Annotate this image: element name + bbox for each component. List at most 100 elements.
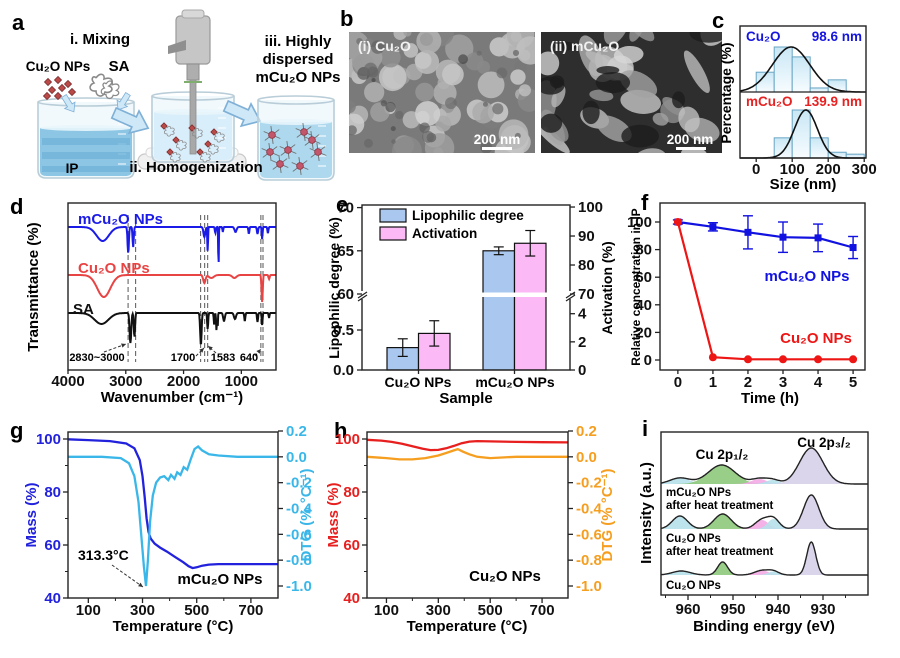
- c-mean1-value: 98.6 nm: [812, 29, 862, 44]
- annotation-arrow: [103, 343, 127, 353]
- sem-grain: [370, 102, 390, 122]
- chart-shape: [390, 126, 396, 132]
- e-right-tick: 100: [578, 199, 603, 216]
- d-x-tick: 2000: [167, 373, 200, 390]
- gh-dtg-tick: -0.8: [576, 552, 602, 569]
- bar-activation: [513, 242, 547, 371]
- sem-grain: [472, 135, 482, 145]
- sa-label: SA: [109, 58, 130, 75]
- e-right-tick: 90: [578, 228, 595, 245]
- sa-polymer: [175, 140, 187, 151]
- chart-shape: [42, 152, 130, 159]
- chart-shape: [357, 291, 368, 299]
- sa-polymer: [207, 144, 219, 155]
- sem-grain: [551, 85, 566, 108]
- gg-dtg-tick: -0.8: [286, 552, 312, 569]
- chart-shape: [395, 110, 404, 120]
- sa-polymer: [213, 132, 225, 143]
- mcu2o-particle: [300, 128, 308, 136]
- c-xlabel: Size (nm): [770, 176, 837, 193]
- cu2o-particle: [42, 91, 52, 101]
- cu2o-particle: [67, 87, 77, 97]
- sem-grain: [349, 100, 356, 114]
- marker-square: [814, 234, 822, 242]
- sem-grain: [419, 32, 433, 46]
- ip-label: IP: [66, 161, 79, 176]
- g-series-label: mCu₂O NPs: [177, 571, 262, 588]
- sem2-caption: (ii) mCu₂O: [550, 38, 619, 54]
- gg-mass-tick: 100: [36, 431, 61, 448]
- gh-x-tick: 500: [478, 602, 503, 619]
- sem-grain: [619, 70, 658, 98]
- xps-peak-blue: [661, 516, 868, 529]
- sem-grain: [683, 50, 710, 93]
- xps-peak-green: [661, 465, 868, 484]
- legend-lipophilic-label: Lipophilic degree: [412, 208, 524, 223]
- sem-grain: [510, 32, 522, 42]
- chart-shape: [512, 49, 520, 56]
- mass-curve: [366, 438, 569, 452]
- e-left-tick: 60: [337, 286, 354, 303]
- sem-grain: [681, 146, 707, 153]
- sa-polymer: [199, 152, 211, 163]
- gg-dtg-tick: -0.4: [286, 501, 313, 518]
- chart-shape: [357, 294, 368, 302]
- sem-grain: [696, 163, 750, 211]
- chart-shape: [514, 132, 521, 139]
- chart-shape: [42, 166, 130, 172]
- f-x-tick: 4: [814, 374, 823, 391]
- chart-shape: [422, 130, 434, 143]
- e-right-tick: 4: [578, 306, 587, 323]
- f-y-tick: 20: [635, 324, 652, 341]
- g-ylabel-dtg: DTG (% °C⁻¹): [298, 468, 315, 561]
- homogenizer-cap: [181, 9, 205, 19]
- gg-dtg-tick: 0.2: [286, 423, 307, 440]
- c-x-tick: 100: [780, 161, 805, 178]
- e-xlabel: Sample: [439, 390, 492, 407]
- i-x-tick: 930: [810, 601, 835, 618]
- d-series1-label: mCu₂O NPs: [78, 211, 163, 228]
- xps-peak-pink: [661, 479, 868, 484]
- chart-shape: [385, 101, 396, 113]
- d-annotation-2830-3000: 2830~3000: [69, 352, 124, 364]
- xps-sum-curve: [660, 494, 868, 530]
- gh-dtg-tick: -0.6: [576, 526, 602, 543]
- histogram-bar: [773, 46, 793, 93]
- mcu2o-particle: [284, 146, 292, 154]
- sem-grain: [516, 36, 535, 65]
- axis-break-band: [363, 292, 569, 297]
- panel-i-label: i: [642, 416, 648, 441]
- chart-shape: [621, 124, 659, 148]
- g-xlabel: Temperature (°C): [113, 618, 234, 635]
- sem-grain: [672, 179, 718, 220]
- chart-shape: [565, 291, 576, 299]
- chart-shape: [672, 91, 686, 109]
- plot-frame: [67, 431, 279, 599]
- gh-x-tick: 700: [530, 602, 555, 619]
- step-dispersed-label-2: dispersed: [263, 51, 334, 68]
- sa-polymer: [89, 73, 113, 97]
- gg-x-tick: 300: [130, 602, 155, 619]
- sem-grain: [589, 89, 614, 102]
- gg-dtg-tick: -0.2: [286, 475, 312, 492]
- homogenizer-rod: [189, 79, 197, 155]
- mcu2o-particle: [266, 148, 274, 156]
- gg-x-tick: 100: [76, 602, 101, 619]
- dtg-curve: [366, 447, 568, 461]
- f-x-tick: 2: [744, 374, 752, 391]
- sem-grain: [541, 51, 560, 76]
- sem1-scalebar: [482, 147, 512, 150]
- chart-shape: [419, 122, 430, 134]
- sem1-scalebar-label: 200 nm: [474, 132, 521, 147]
- chart-shape: [445, 97, 457, 110]
- marker-square: [849, 244, 857, 252]
- mcu2o-particle: [296, 162, 304, 170]
- chart-shape: [363, 138, 373, 148]
- homogenizer-neck: [186, 63, 200, 81]
- sem-grain: [674, 151, 709, 192]
- sem-grain: [635, 148, 667, 153]
- marker-circle: [743, 355, 752, 364]
- g-annotation-313: 313.3°C: [78, 547, 129, 563]
- gg-mass-tick: 80: [44, 484, 61, 501]
- cu2o-particle: [47, 85, 57, 95]
